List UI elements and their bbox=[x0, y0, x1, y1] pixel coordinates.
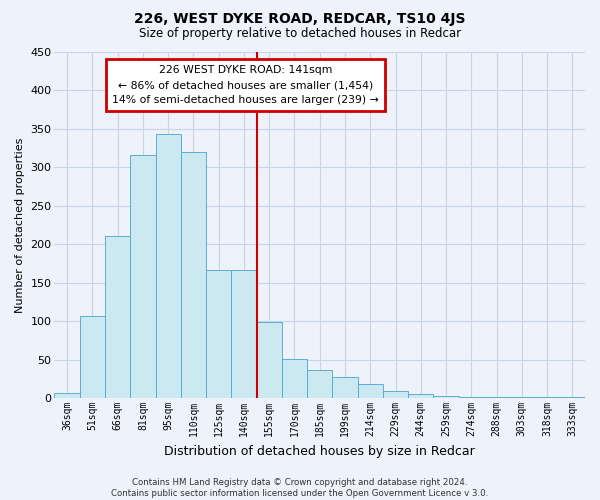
Bar bbox=[80, 316, 105, 398]
Bar bbox=[433, 396, 458, 398]
Y-axis label: Number of detached properties: Number of detached properties bbox=[15, 137, 25, 312]
X-axis label: Distribution of detached houses by size in Redcar: Distribution of detached houses by size … bbox=[164, 444, 475, 458]
Bar bbox=[55, 392, 80, 398]
Bar bbox=[282, 359, 307, 398]
Bar bbox=[408, 394, 433, 398]
Bar bbox=[358, 384, 383, 398]
Bar bbox=[181, 152, 206, 398]
Bar bbox=[307, 370, 332, 398]
Bar bbox=[257, 322, 282, 398]
Bar bbox=[332, 376, 358, 398]
Bar bbox=[130, 156, 155, 398]
Text: 226 WEST DYKE ROAD: 141sqm
← 86% of detached houses are smaller (1,454)
14% of s: 226 WEST DYKE ROAD: 141sqm ← 86% of deta… bbox=[112, 66, 379, 105]
Text: Contains HM Land Registry data © Crown copyright and database right 2024.
Contai: Contains HM Land Registry data © Crown c… bbox=[112, 478, 488, 498]
Bar bbox=[383, 391, 408, 398]
Bar bbox=[206, 270, 232, 398]
Bar bbox=[155, 134, 181, 398]
Text: Size of property relative to detached houses in Redcar: Size of property relative to detached ho… bbox=[139, 28, 461, 40]
Bar bbox=[458, 396, 484, 398]
Text: 226, WEST DYKE ROAD, REDCAR, TS10 4JS: 226, WEST DYKE ROAD, REDCAR, TS10 4JS bbox=[134, 12, 466, 26]
Bar bbox=[232, 270, 257, 398]
Bar bbox=[105, 236, 130, 398]
